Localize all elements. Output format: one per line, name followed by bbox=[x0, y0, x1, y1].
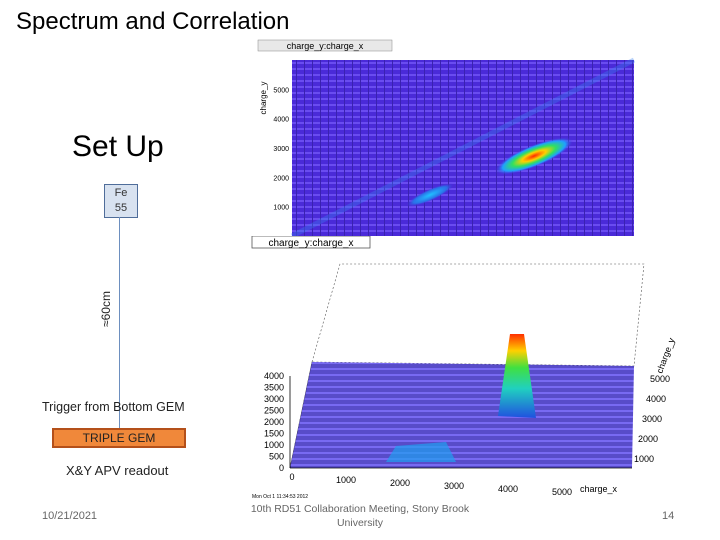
source-to-detector-line bbox=[119, 217, 120, 429]
lego-3d-plot: charge_y:charge_x 0500100015002000250030… bbox=[246, 236, 678, 502]
lego-low-cluster bbox=[386, 442, 456, 462]
setup-heading: Set Up bbox=[72, 130, 164, 163]
source-label-line2: 55 bbox=[114, 202, 128, 214]
footer-date: 10/21/2021 bbox=[42, 510, 98, 522]
plot3d-xtick-label: 4000 bbox=[498, 484, 518, 494]
lego-peak bbox=[498, 334, 536, 418]
plot2d-title: charge_y:charge_x bbox=[287, 41, 364, 51]
plot3d-ztick-label: 2000 bbox=[264, 417, 284, 427]
plot3d-ytick-label: 2000 bbox=[638, 434, 658, 444]
plot3d-title-box bbox=[251, 236, 371, 249]
plot3d-ytick-label: 4000 bbox=[646, 394, 666, 404]
readout-label: X&Y APV readout bbox=[66, 463, 169, 478]
plot2d-ytick-label: 2000 bbox=[273, 175, 289, 182]
plot3d-ztick-label: 500 bbox=[269, 452, 284, 462]
plot3d-ytick-label: 3000 bbox=[642, 414, 662, 424]
plot3d-xtick-label: 5000 bbox=[552, 487, 572, 497]
footer-page-number: 14 bbox=[662, 510, 675, 522]
fe55-source-box: Fe 55 bbox=[104, 184, 138, 218]
plot3d-ztick-label: 1500 bbox=[264, 429, 284, 439]
plot3d-ztick-label: 3500 bbox=[264, 383, 284, 393]
plot3d-ytick-label: 5000 bbox=[650, 374, 670, 384]
plot3d-timestamp: Mon Oct 1 11:34:53 2012 bbox=[252, 494, 308, 500]
back-wall bbox=[311, 263, 645, 367]
plot2d-ylabel: charge_y bbox=[259, 82, 268, 115]
plot3d-ztick-label: 4000 bbox=[264, 371, 284, 381]
footer-meeting: 10th RD51 Collaboration Meeting, Stony B… bbox=[250, 503, 470, 529]
plot2d-ytick-label: 5000 bbox=[273, 87, 289, 94]
plot3d-xlabel: charge_x bbox=[580, 484, 618, 494]
plot3d-ztick-label: 3000 bbox=[264, 394, 284, 404]
lego-floor bbox=[290, 362, 634, 468]
plot3d-xtick-label: 2000 bbox=[390, 478, 410, 488]
plot2d-ytick-label: 4000 bbox=[273, 117, 289, 124]
plot2d-ytick-label: 1000 bbox=[273, 205, 289, 212]
source-label-line1: Fe bbox=[114, 187, 128, 199]
plot3d-ztick-label: 0 bbox=[279, 463, 284, 473]
correlation-band bbox=[290, 57, 636, 239]
low-energy-cluster bbox=[406, 183, 454, 207]
distance-label: ≈60cm bbox=[99, 291, 113, 327]
plot3d-xtick-label: 1000 bbox=[336, 475, 356, 485]
plot3d-ytick-label: 1000 bbox=[634, 454, 654, 464]
plot3d-xtick-label: 3000 bbox=[444, 481, 464, 491]
correlation-2d-plot: charge_y:charge_x charge_y 1000 2000 3000 4… bbox=[248, 38, 650, 250]
plot2d-title-box bbox=[257, 39, 393, 52]
slide-title: Spectrum and Correlation bbox=[16, 8, 290, 35]
plot3d-xtick-label: 0 bbox=[289, 472, 294, 482]
plot3d-ztick-label: 2500 bbox=[264, 406, 284, 416]
plot3d-title: charge_y:charge_x bbox=[268, 238, 353, 249]
plot2d-ytick-label: 3000 bbox=[273, 146, 289, 153]
plot3d-ztick-label: 1000 bbox=[264, 440, 284, 450]
plot2d-area bbox=[292, 60, 634, 236]
triple-gem-box: TRIPLE GEM bbox=[52, 428, 186, 448]
fe55-peak-cluster bbox=[494, 137, 574, 175]
trigger-label: Trigger from Bottom GEM bbox=[42, 400, 185, 414]
